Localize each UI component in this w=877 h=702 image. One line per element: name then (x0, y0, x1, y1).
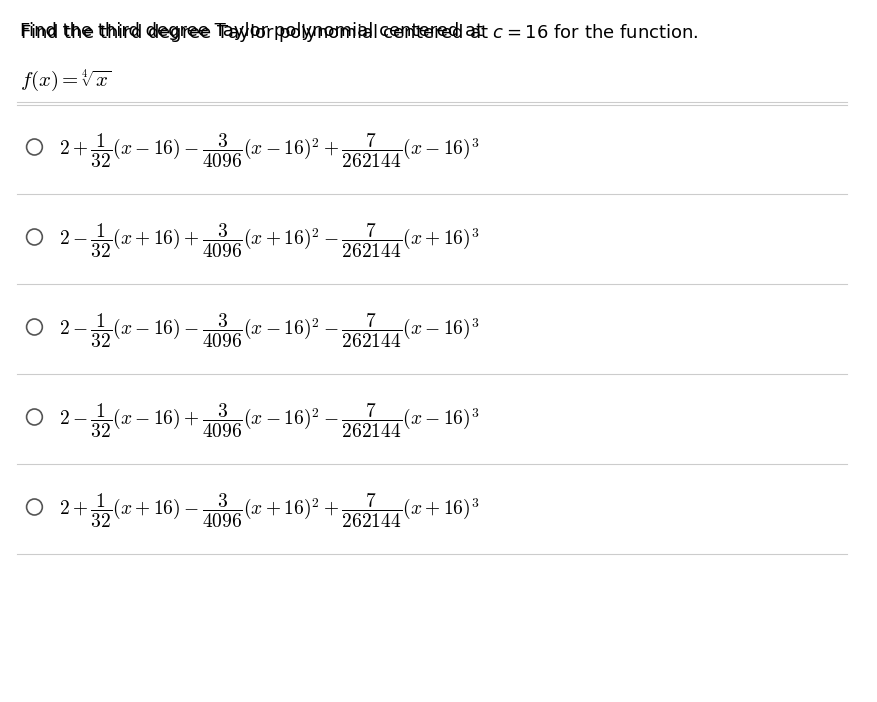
Text: Find the third degree Taylor polynomial centered at $c = 16$ for the function.: Find the third degree Taylor polynomial … (19, 22, 697, 44)
Text: $2-\dfrac{1}{32}(x-16)+\dfrac{3}{4096}(x-16)^2-\dfrac{7}{262144}(x-16)^3$: $2-\dfrac{1}{32}(x-16)+\dfrac{3}{4096}(x… (59, 402, 479, 440)
Text: Find the third degree Taylor polynomial centered at: Find the third degree Taylor polynomial … (19, 22, 488, 40)
Text: $f(x) = \sqrt[4]{x}$: $f(x) = \sqrt[4]{x}$ (19, 67, 111, 93)
Text: $2-\dfrac{1}{32}(x+16)+\dfrac{3}{4096}(x+16)^2-\dfrac{7}{262144}(x+16)^3$: $2-\dfrac{1}{32}(x+16)+\dfrac{3}{4096}(x… (59, 222, 479, 260)
Text: $2+\dfrac{1}{32}(x-16)-\dfrac{3}{4096}(x-16)^2+\dfrac{7}{262144}(x-16)^3$: $2+\dfrac{1}{32}(x-16)-\dfrac{3}{4096}(x… (59, 132, 479, 170)
Text: $2+\dfrac{1}{32}(x+16)-\dfrac{3}{4096}(x+16)^2+\dfrac{7}{262144}(x+16)^3$: $2+\dfrac{1}{32}(x+16)-\dfrac{3}{4096}(x… (59, 492, 479, 530)
Text: $2-\dfrac{1}{32}(x-16)-\dfrac{3}{4096}(x-16)^2-\dfrac{7}{262144}(x-16)^3$: $2-\dfrac{1}{32}(x-16)-\dfrac{3}{4096}(x… (59, 312, 479, 350)
